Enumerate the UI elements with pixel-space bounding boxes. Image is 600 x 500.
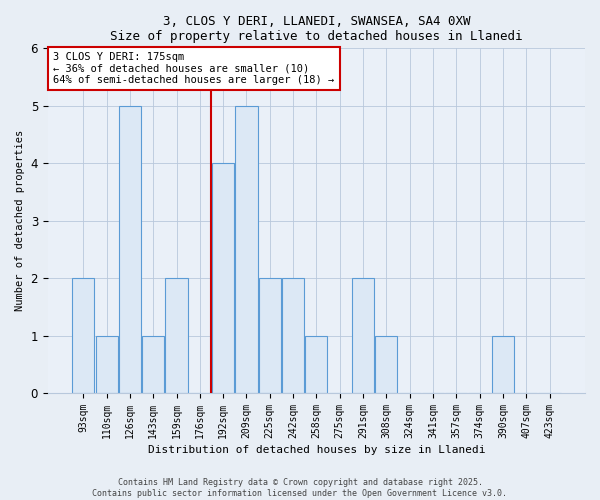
Bar (142, 336, 164, 393)
Bar (212, 163, 234, 393)
Bar (352, 278, 374, 393)
Bar (282, 278, 304, 393)
Bar (95, 336, 118, 393)
Bar (259, 278, 281, 393)
Bar (166, 278, 188, 393)
X-axis label: Distribution of detached houses by size in Llanedi: Distribution of detached houses by size … (148, 445, 485, 455)
Bar (492, 336, 514, 393)
Bar (72, 278, 94, 393)
Bar (119, 106, 141, 393)
Text: 3 CLOS Y DERI: 175sqm
← 36% of detached houses are smaller (10)
64% of semi-deta: 3 CLOS Y DERI: 175sqm ← 36% of detached … (53, 52, 334, 85)
Text: Contains HM Land Registry data © Crown copyright and database right 2025.
Contai: Contains HM Land Registry data © Crown c… (92, 478, 508, 498)
Bar (235, 106, 257, 393)
Title: 3, CLOS Y DERI, LLANEDI, SWANSEA, SA4 0XW
Size of property relative to detached : 3, CLOS Y DERI, LLANEDI, SWANSEA, SA4 0X… (110, 15, 523, 43)
Bar (375, 336, 397, 393)
Bar (305, 336, 328, 393)
Y-axis label: Number of detached properties: Number of detached properties (15, 130, 25, 312)
